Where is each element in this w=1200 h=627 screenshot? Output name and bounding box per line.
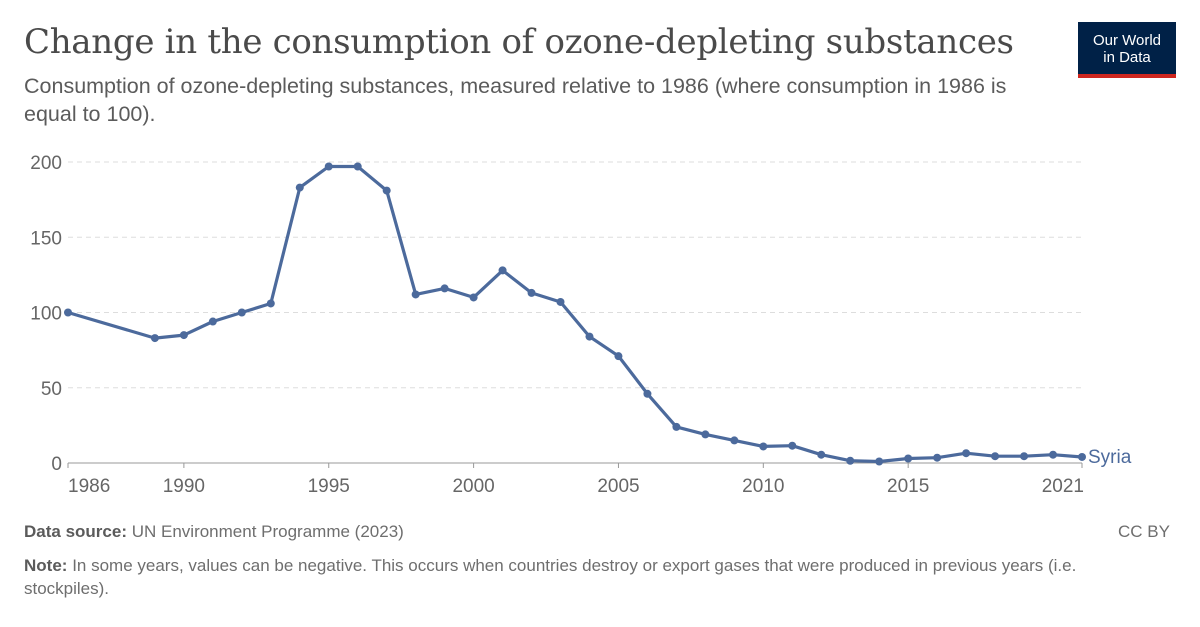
data-point (527, 288, 536, 297)
data-point (353, 162, 362, 171)
data-point (585, 332, 594, 341)
chart-subtitle: Consumption of ozone-depleting substance… (24, 74, 1007, 126)
data-point (962, 449, 971, 458)
data-point (382, 186, 391, 195)
data-point (64, 308, 72, 317)
y-tick-label: 100 (30, 304, 62, 325)
data-point (846, 456, 855, 465)
data-point (411, 290, 420, 299)
data-point (237, 308, 246, 317)
license-link[interactable]: CC BY (1118, 522, 1170, 541)
y-tick-label: 200 (30, 153, 62, 174)
x-tick-label: 1990 (163, 476, 205, 497)
axes: 0 50 100 150 200 1986 1990 1995 2000 2005 2010 2015… (30, 153, 1084, 497)
data-source-text[interactable]: UN Environment Programme (2023) (131, 522, 404, 541)
grid-lines (68, 161, 1082, 389)
owid-logo[interactable]: Our World in Data (1078, 22, 1176, 78)
data-source-label: Data source: (24, 522, 127, 541)
chart-note: Note: In some years, values can be negat… (24, 554, 1134, 600)
y-tick-label: 0 (51, 454, 62, 475)
series-layer: Syria (64, 162, 1132, 468)
logo-line-2: in Data (1103, 49, 1151, 66)
data-point (701, 430, 710, 439)
data-point (614, 352, 623, 361)
data-point (933, 453, 942, 462)
data-point (498, 266, 507, 275)
data-point (324, 162, 333, 171)
data-point (150, 334, 159, 343)
data-point (469, 293, 478, 302)
data-point (208, 317, 217, 326)
data-point (266, 299, 275, 308)
data-point (730, 436, 739, 445)
data-point (179, 331, 188, 340)
data-point (295, 183, 304, 192)
note-text: In some years, values can be negative. T… (24, 556, 1077, 598)
data-point (440, 284, 449, 293)
series-line (66, 164, 1084, 464)
data-point (1078, 452, 1086, 461)
y-tick-label: 150 (30, 228, 62, 249)
data-point (875, 457, 884, 466)
logo-line-1: Our World (1092, 32, 1162, 49)
data-point (556, 297, 565, 306)
data-point (817, 450, 826, 459)
data-point (672, 422, 681, 431)
x-tick-label: 2000 (452, 476, 494, 497)
data-point (788, 441, 797, 450)
chart-title: Change in the consumption of ozone-deple… (24, 22, 1014, 62)
y-tick-label: 50 (41, 379, 62, 400)
x-tick-label: 2005 (597, 476, 639, 497)
data-point (991, 452, 1000, 461)
x-tick-label: 2010 (742, 476, 784, 497)
data-point (1049, 450, 1058, 459)
x-tick-label: 2021 (1042, 476, 1084, 497)
data-point (904, 454, 913, 463)
x-tick-label: 1995 (308, 476, 350, 497)
data-point (759, 442, 768, 451)
data-point (1020, 452, 1029, 461)
note-label: Note: (24, 556, 68, 575)
x-tick-label: 2015 (887, 476, 929, 497)
data-point (643, 389, 652, 398)
series-label: Syria (1088, 447, 1132, 468)
x-tick-label: 1986 (68, 476, 110, 497)
data-source: Data source: UN Environment Programme (2… (24, 522, 404, 542)
